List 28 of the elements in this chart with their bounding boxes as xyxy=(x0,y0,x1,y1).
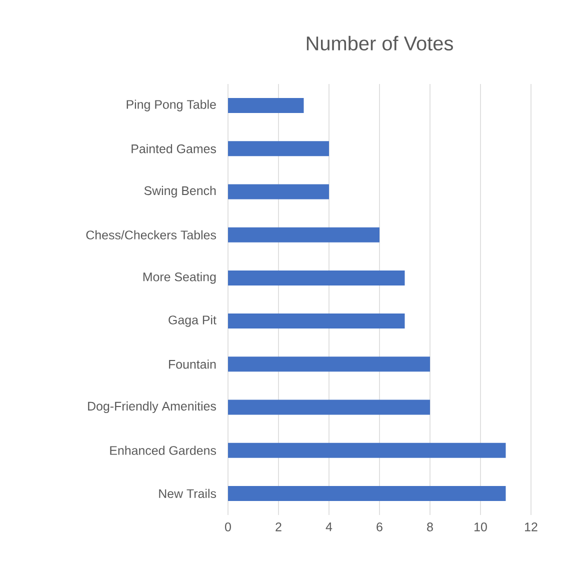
x-tick-label: 8 xyxy=(427,522,433,532)
bar xyxy=(228,314,405,329)
y-tick-label: Chess/Checkers Tables xyxy=(86,230,216,240)
y-tick-label: More Seating xyxy=(143,272,216,284)
bar xyxy=(228,356,430,372)
x-tick-label: 0 xyxy=(225,522,231,532)
x-tick-label: 10 xyxy=(474,522,487,532)
bar xyxy=(228,486,506,501)
y-tick-label: Swing Bench xyxy=(144,186,216,198)
y-tick-label: Gaga Pit xyxy=(168,315,216,327)
bar xyxy=(228,400,430,415)
x-tick-label: 6 xyxy=(376,522,382,532)
bar xyxy=(228,184,329,200)
x-tick-label: 2 xyxy=(276,522,282,532)
chart-title: Number of Votes xyxy=(306,36,453,50)
y-tick-label: Dog-Friendly Amenities xyxy=(88,401,216,414)
bar xyxy=(228,270,405,286)
y-tick-label: Enhanced Gardens xyxy=(110,446,216,455)
bar xyxy=(228,98,304,114)
x-tick-label: 4 xyxy=(326,522,332,532)
bar xyxy=(228,141,329,156)
bar xyxy=(228,227,380,242)
y-tick-label: Fountain xyxy=(169,360,216,369)
y-tick-label: New Trails xyxy=(159,488,216,498)
x-tick-label: 12 xyxy=(525,522,538,532)
bar xyxy=(228,442,506,458)
y-tick-label: Ping Pong Table xyxy=(126,100,216,112)
y-tick-label: Painted Games xyxy=(132,144,216,154)
